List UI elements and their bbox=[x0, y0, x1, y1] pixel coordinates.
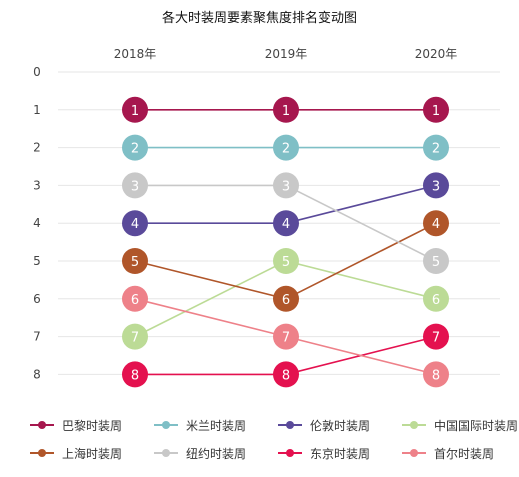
x-tick-label: 2020年 bbox=[415, 47, 458, 61]
data-label: 3 bbox=[131, 179, 139, 194]
legend-label: 东京时装周 bbox=[310, 446, 371, 461]
data-point bbox=[122, 248, 148, 274]
data-label: 8 bbox=[131, 368, 139, 383]
data-label: 6 bbox=[282, 293, 290, 308]
legend-marker bbox=[402, 448, 426, 458]
data-point bbox=[122, 210, 148, 237]
y-tick-label: 5 bbox=[33, 254, 41, 268]
legend-marker bbox=[154, 448, 178, 458]
legend-item: 米兰时装周 bbox=[154, 417, 278, 433]
data-point bbox=[273, 134, 299, 161]
data-point bbox=[122, 323, 148, 350]
legend-item: 上海时装周 bbox=[30, 445, 154, 461]
data-point bbox=[423, 361, 449, 388]
data-point bbox=[273, 248, 299, 274]
chart-legend: 巴黎时装周 米兰时装周 伦敦时装周 中国国际时装周上海时装周 纽约时装周 东京时装周 首尔时… bbox=[30, 417, 518, 461]
data-point bbox=[423, 172, 449, 199]
data-point bbox=[273, 323, 299, 350]
legend-label: 米兰时装周 bbox=[186, 418, 247, 433]
data-point bbox=[122, 361, 148, 388]
y-tick-label: 6 bbox=[33, 292, 41, 306]
legend-label: 巴黎时装周 bbox=[62, 418, 123, 433]
data-point bbox=[122, 96, 148, 123]
data-label: 4 bbox=[131, 217, 139, 232]
data-label: 5 bbox=[432, 255, 440, 270]
data-point bbox=[423, 323, 449, 350]
legend-marker bbox=[278, 448, 302, 458]
data-label: 3 bbox=[432, 179, 440, 194]
legend-label: 首尔时装周 bbox=[434, 446, 495, 461]
data-label: 5 bbox=[131, 255, 139, 270]
legend-item: 中国国际时装周 bbox=[402, 417, 519, 433]
legend-marker bbox=[30, 420, 54, 430]
data-label: 6 bbox=[432, 293, 440, 308]
data-label: 7 bbox=[131, 331, 139, 346]
legend-item: 纽约时装周 bbox=[154, 445, 278, 461]
data-point bbox=[423, 96, 449, 123]
data-point bbox=[273, 285, 299, 312]
data-label: 2 bbox=[282, 142, 290, 157]
legend-item: 伦敦时装周 bbox=[278, 417, 402, 433]
legend-item: 首尔时装周 bbox=[402, 445, 519, 461]
legend-label: 上海时装周 bbox=[62, 446, 123, 461]
chart-plot: 0 1 2 3 4 5 6 7 8 2018年 2019年 2020年 1 1 1 2 2 2 4 4 3 7 5 6 5 6 4 3… bbox=[33, 47, 500, 388]
x-tick-label: 2018年 bbox=[114, 47, 157, 61]
data-point bbox=[273, 172, 299, 199]
legend-label: 伦敦时装周 bbox=[310, 418, 371, 433]
data-label: 8 bbox=[432, 368, 440, 383]
y-tick-label: 2 bbox=[33, 141, 41, 155]
legend-marker bbox=[30, 448, 54, 458]
legend-marker bbox=[154, 420, 178, 430]
data-label: 6 bbox=[131, 293, 139, 308]
data-point bbox=[273, 96, 299, 123]
legend-marker bbox=[278, 420, 302, 430]
legend-item: 东京时装周 bbox=[278, 445, 402, 461]
data-point bbox=[273, 361, 299, 388]
data-label: 4 bbox=[282, 217, 290, 232]
y-tick-label: 3 bbox=[33, 178, 41, 192]
legend-label: 中国国际时装周 bbox=[434, 418, 519, 433]
data-point bbox=[122, 285, 148, 312]
data-label: 2 bbox=[131, 142, 139, 157]
data-point bbox=[122, 134, 148, 161]
data-label: 2 bbox=[432, 142, 440, 157]
data-label: 3 bbox=[282, 179, 290, 194]
y-tick-label: 7 bbox=[33, 330, 41, 344]
data-label: 5 bbox=[282, 255, 290, 270]
data-label: 8 bbox=[282, 368, 290, 383]
data-label: 7 bbox=[432, 331, 440, 346]
data-point bbox=[122, 172, 148, 199]
chart-title: 各大时装周要素聚焦度排名变动图 bbox=[161, 11, 357, 26]
data-label: 1 bbox=[131, 104, 139, 119]
legend-item: 巴黎时装周 bbox=[30, 417, 154, 433]
data-point bbox=[423, 248, 449, 274]
data-label: 1 bbox=[432, 104, 440, 119]
data-point bbox=[423, 285, 449, 312]
data-point bbox=[423, 134, 449, 161]
data-point bbox=[423, 210, 449, 237]
y-tick-label: 8 bbox=[33, 367, 41, 381]
legend-marker bbox=[402, 420, 426, 430]
data-label: 7 bbox=[282, 331, 290, 346]
data-label: 1 bbox=[282, 104, 290, 119]
x-tick-label: 2019年 bbox=[265, 47, 308, 61]
data-point bbox=[273, 210, 299, 237]
y-tick-label: 0 bbox=[33, 65, 41, 79]
y-tick-label: 4 bbox=[33, 216, 41, 230]
legend-label: 纽约时装周 bbox=[186, 446, 247, 461]
data-label: 4 bbox=[432, 217, 440, 232]
y-tick-label: 1 bbox=[33, 103, 41, 117]
